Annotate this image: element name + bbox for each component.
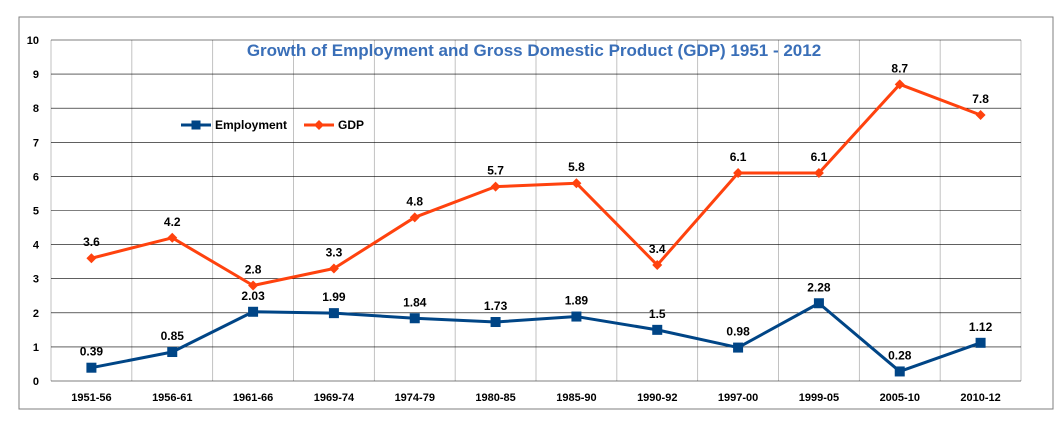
x-tick-label: 1951-56	[71, 392, 111, 404]
legend-label-gdp: GDP	[338, 118, 364, 132]
y-tick-label: 3	[33, 274, 39, 286]
data-label-employment: 1.89	[565, 294, 589, 308]
data-point-employment	[409, 313, 420, 324]
data-label-employment: 0.98	[726, 325, 750, 339]
data-label-gdp: 6.1	[730, 150, 747, 164]
data-point-employment	[328, 308, 339, 319]
y-tick-label: 5	[33, 206, 39, 218]
data-point-employment	[490, 317, 501, 328]
data-label-employment: 0.39	[80, 345, 104, 359]
data-point-gdp	[975, 110, 986, 121]
data-point-employment	[733, 342, 744, 353]
data-label-employment: 0.28	[888, 348, 912, 362]
data-point-gdp	[328, 263, 339, 274]
data-point-gdp	[733, 167, 744, 178]
legend-label-employment: Employment	[215, 118, 287, 132]
x-axis-ticks: 1951-56 1956-61 1961-66 1969-74 1974-79 1980-…	[71, 392, 1001, 404]
x-tick-label: 2005-10	[880, 392, 920, 404]
chart-title: Growth of Employment and Gross Domestic …	[247, 41, 821, 60]
x-tick-label: 2010-12	[960, 392, 1000, 404]
data-label-employment: 1.12	[969, 320, 993, 334]
data-label-employment: 1.73	[484, 299, 508, 313]
data-label-gdp: 4.2	[164, 215, 181, 229]
x-tick-label: 1985-90	[556, 392, 596, 404]
data-point-gdp	[894, 79, 905, 90]
y-tick-label: 7	[33, 137, 39, 149]
legend-marker-employment	[191, 120, 201, 130]
x-tick-label: 1997-00	[718, 392, 758, 404]
data-label-employment: 1.99	[322, 290, 346, 304]
x-tick-label: 1990-92	[637, 392, 677, 404]
series-line-employment	[91, 301, 982, 373]
data-label-gdp: 6.1	[811, 150, 828, 164]
data-label-gdp: 4.8	[406, 194, 423, 208]
data-label-employment: 2.28	[807, 280, 831, 294]
data-labels: 0.39 0.85 2.03 1.99 1.84 1.73 1.89 1.5 0.98 2.28 0…	[80, 61, 993, 362]
x-tick-label: 1956-61	[152, 392, 192, 404]
data-label-employment: 1.84	[403, 295, 427, 309]
data-label-gdp: 3.6	[83, 235, 100, 249]
legend-marker-gdp	[314, 120, 324, 130]
data-point-employment	[571, 311, 582, 322]
grid	[50, 39, 1022, 382]
data-point-employment	[894, 366, 905, 377]
x-tick-label: 1980-85	[475, 392, 515, 404]
data-label-gdp: 3.4	[649, 242, 666, 256]
y-tick-label: 6	[33, 171, 39, 183]
data-point-gdp	[167, 232, 178, 243]
series-line-gdp	[91, 82, 982, 288]
data-label-gdp: 2.8	[245, 263, 262, 277]
y-tick-label: 8	[33, 103, 39, 115]
x-tick-label: 1999-05	[799, 392, 839, 404]
y-tick-label: 2	[33, 308, 39, 320]
data-point-gdp	[86, 253, 97, 264]
data-point-employment	[167, 347, 178, 358]
y-tick-label: 10	[27, 35, 39, 47]
data-point-gdp	[490, 181, 501, 192]
data-point-employment	[975, 337, 986, 348]
data-point-employment	[652, 324, 663, 335]
data-point-employment	[248, 306, 259, 317]
data-label-gdp: 5.7	[487, 164, 504, 178]
x-tick-label: 1969-74	[314, 392, 355, 404]
y-axis-ticks: 0 1 2 3 4 5 6 7 8 9 10	[27, 35, 40, 388]
y-tick-label: 0	[33, 376, 39, 388]
data-label-gdp: 3.3	[326, 245, 343, 259]
x-tick-label: 1961-66	[233, 392, 273, 404]
data-point-employment	[813, 298, 824, 309]
data-label-gdp: 5.8	[568, 160, 585, 174]
legend: Employment GDP	[181, 118, 364, 132]
data-label-employment: 2.03	[241, 289, 265, 303]
legend-item-gdp: GDP	[304, 118, 364, 132]
data-point-gdp	[571, 178, 582, 189]
legend-item-employment: Employment	[181, 118, 287, 132]
y-tick-label: 9	[33, 69, 39, 81]
data-point-gdp	[652, 260, 663, 271]
x-tick-label: 1974-79	[395, 392, 435, 404]
y-tick-label: 4	[33, 240, 40, 252]
y-tick-label: 1	[33, 342, 39, 354]
data-label-gdp: 8.7	[891, 61, 908, 75]
data-point-gdp	[813, 167, 824, 178]
data-label-gdp: 7.8	[972, 92, 989, 106]
data-point-gdp	[409, 212, 420, 223]
data-point-employment	[86, 362, 97, 373]
data-label-employment: 1.5	[649, 307, 666, 321]
data-label-employment: 0.85	[161, 329, 185, 343]
data-point-gdp	[248, 280, 259, 291]
series-layer	[86, 79, 986, 377]
